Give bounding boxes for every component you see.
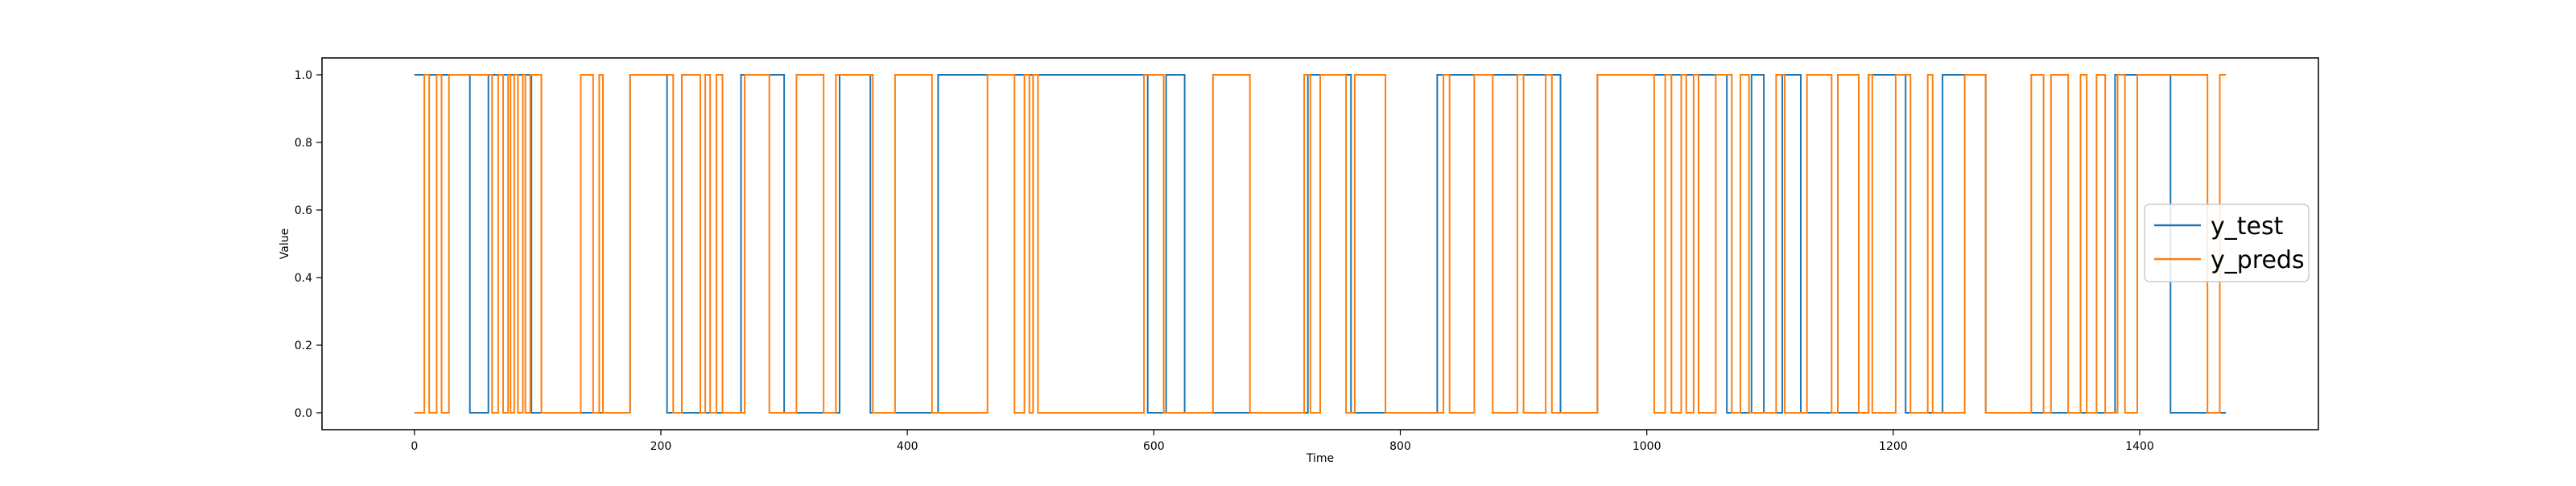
plot-frame [321,57,2319,430]
series-line-y-test [414,74,2227,414]
x-tick-label: 600 [1143,440,1165,453]
series-line-y-preds [414,74,2227,414]
x-axis: 0 200 400 600 800 1000 1200 1400 [411,430,2154,453]
x-tick-label: 1400 [2125,440,2154,453]
legend-label-y-preds: y_preds [2211,246,2305,274]
x-tick-label: 200 [650,440,672,453]
y-tick-label: 0.8 [295,137,312,150]
y-tick-label: 0.0 [295,407,312,420]
x-tick-label: 1000 [1633,440,1662,453]
y-tick-label: 0.6 [295,204,312,217]
x-tick-label: 0 [411,440,418,453]
y-axis: 0.0 0.2 0.4 0.6 0.8 1.0 [295,69,322,420]
series-layer [414,74,2227,414]
legend: y_test y_preds [2144,204,2310,282]
y-tick-label: 0.4 [295,272,312,285]
x-axis-label: Time [1306,452,1334,465]
legend-box [2144,204,2310,282]
x-tick-label: 1200 [1879,440,1908,453]
y-tick-label: 0.2 [295,340,312,352]
y-tick-label: 1.0 [295,69,312,82]
legend-label-y-test: y_test [2211,212,2284,241]
y-axis-label: Value [279,229,291,259]
x-tick-label: 800 [1389,440,1411,453]
x-tick-label: 400 [897,440,919,453]
